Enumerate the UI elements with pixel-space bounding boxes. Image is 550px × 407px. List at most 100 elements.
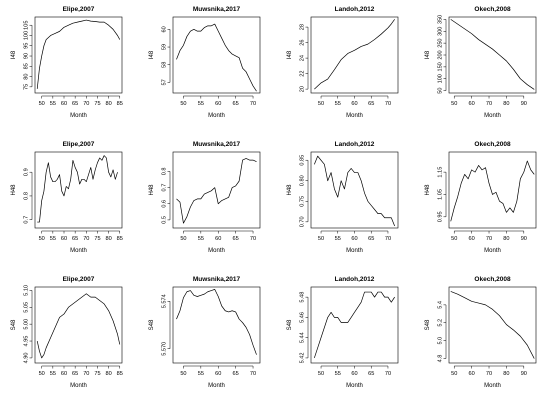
x-tick-label: 50 [180,101,186,107]
x-tick-label: 55 [50,371,56,377]
x-tick-label: 50 [180,236,186,242]
x-tick-label: 55 [335,371,341,377]
y-tick-label: 4.8 [438,355,444,363]
x-tick-label: 70 [250,236,256,242]
y-tick-label: 5.574 [162,294,168,308]
x-tick-label: 55 [198,236,204,242]
plot-frame [34,151,123,229]
y-tick-label: 0.70 [300,216,306,227]
y-axis-label: H48 [425,184,431,196]
y-tick-label: 85 [24,63,30,69]
x-tick-label: 55 [50,236,56,242]
panel-2-4: Okech,2008 50 60 70 80 90 0.95 1.05 1.15 Month H48 [425,141,537,254]
plot-frame [34,16,123,94]
x-tick-label: 70 [486,236,492,242]
series-line [450,160,535,222]
x-tick-label: 65 [72,101,78,107]
x-tick-label: 60 [351,371,357,377]
y-tick-label: 5.05 [24,302,30,313]
panel-3-4: Okech,2008 50 60 70 80 90 4.8 5.0 5.2 5.4 Month S48 [425,276,537,389]
y-axis-label: S48 [149,319,155,330]
y-tick-label: 50 [438,88,444,94]
chart-title: Landoh,2012 [335,276,375,283]
y-tick-label: 26 [300,39,306,45]
x-tick-label: 80 [503,236,509,242]
y-tick-label: 0.5 [162,216,168,224]
y-tick-label: 24 [300,55,306,61]
x-tick-label: 60 [61,371,67,377]
x-tick-label: 60 [215,236,221,242]
y-axis-label: H48 [149,184,155,196]
chart-title: Muwsnika,2017 [193,141,241,148]
y-tick-label: 105 [24,21,30,30]
y-tick-label: 300 [438,27,444,36]
y-axis-label: S48 [425,319,431,330]
plot-frame [310,286,399,364]
x-axis-label: Month [70,248,87,254]
x-tick-label: 60 [215,371,221,377]
panel-1-4: Okech,2008 50 60 70 80 90 50 100 150 200 250 300 350… [425,6,537,119]
x-tick-label: 70 [83,236,89,242]
series-line [176,158,257,224]
x-tick-label: 50 [451,101,457,107]
x-axis-label: Month [208,113,225,119]
panel-1-1: Elipe,2007 50 55 60 65 70 75 80 85 75 80 85 90 95 1001… [11,6,123,119]
panel-1-2: Muwsnika,2017 50 55 60 65 70 57 58 59 60 Month I48 [149,6,261,119]
y-tick-label: 5.42 [300,352,306,363]
x-tick-label: 75 [94,371,100,377]
y-tick-label: 1.05 [438,189,444,200]
x-tick-label: 70 [486,101,492,107]
y-tick-label: 95 [24,43,30,49]
y-tick-label: 59 [162,44,168,50]
x-tick-label: 90 [521,236,527,242]
x-tick-label: 70 [486,371,492,377]
panel-3-3: Landoh,2012 50 55 60 65 70 5.42 5.44 5.46 5.48 Mon… [287,276,399,389]
x-tick-label: 70 [385,371,391,377]
y-tick-label: 5.2 [438,319,444,327]
plot-frame [448,151,537,229]
x-tick-label: 60 [215,101,221,107]
y-tick-label: 100 [438,74,444,83]
x-tick-label: 60 [61,236,67,242]
x-tick-label: 60 [351,101,357,107]
y-tick-label: 0.80 [300,175,306,186]
x-tick-label: 60 [469,236,475,242]
series-line [314,155,395,227]
x-tick-label: 80 [503,101,509,107]
x-tick-label: 50 [39,101,45,107]
x-tick-label: 60 [61,101,67,107]
x-axis-label: Month [484,248,501,254]
panel-3-1: Elipe,2007 50 55 60 65 70 75 80 85 4.90 4.95 5.00 5.… [11,276,123,389]
series-line [450,19,535,90]
y-tick-label: 200 [438,50,444,59]
y-tick-label: 5.00 [24,319,30,330]
series-line [36,293,121,359]
chart-title: Elipe,2007 [63,6,95,13]
chart-title: Muwsnika,2017 [193,276,241,283]
x-tick-label: 70 [250,371,256,377]
x-axis-label: Month [346,248,363,254]
x-tick-label: 55 [198,101,204,107]
y-tick-label: 5.0 [438,337,444,345]
y-tick-label: 0.7 [162,184,168,192]
x-tick-label: 50 [39,236,45,242]
x-axis-label: Month [70,383,87,389]
x-tick-label: 50 [318,371,324,377]
x-tick-label: 65 [233,236,239,242]
x-tick-label: 65 [368,236,374,242]
x-tick-label: 85 [117,371,123,377]
x-tick-label: 50 [451,371,457,377]
x-tick-label: 90 [521,101,527,107]
x-tick-label: 65 [72,236,78,242]
chart-title: Landoh,2012 [335,141,375,148]
y-tick-label: 0.6 [162,200,168,208]
plot-frame [310,16,399,94]
x-axis-label: Month [70,113,87,119]
x-tick-label: 60 [351,236,357,242]
x-tick-label: 70 [385,101,391,107]
y-tick-label: 5.4 [438,301,444,309]
y-tick-label: 90 [24,53,30,59]
y-tick-label: 22 [300,70,306,76]
y-tick-label: 60 [162,26,168,32]
